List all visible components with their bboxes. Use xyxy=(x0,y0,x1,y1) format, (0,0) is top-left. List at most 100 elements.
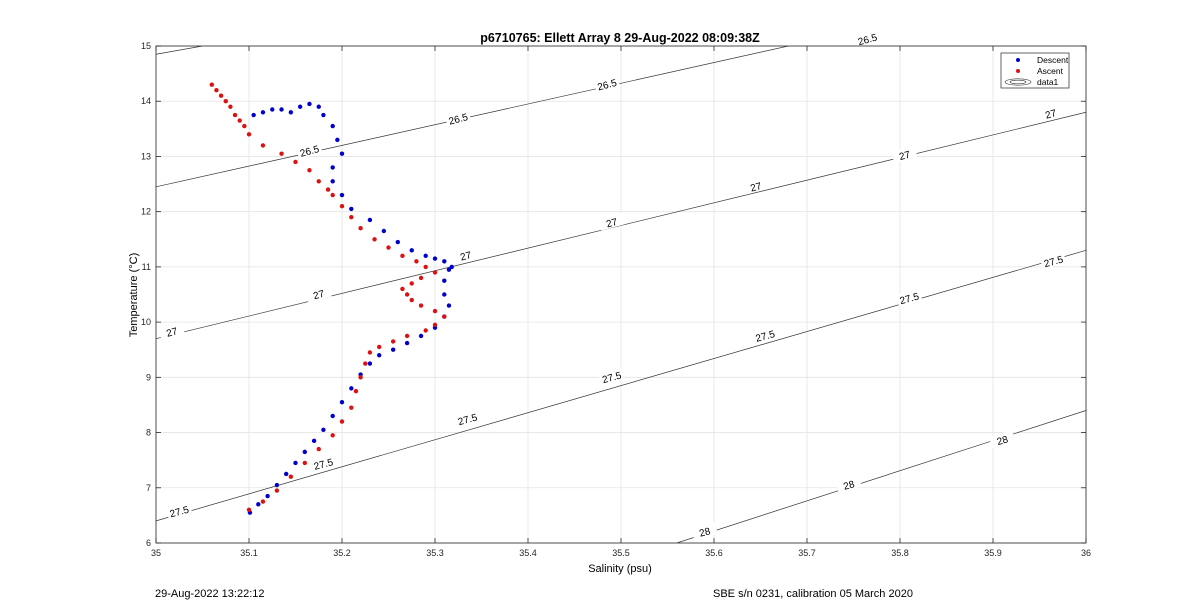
legend-descent-label: Descent xyxy=(1037,55,1069,65)
descent-point xyxy=(381,228,387,234)
contour-label-bg xyxy=(598,212,625,231)
descent-point xyxy=(390,347,396,352)
descent-point xyxy=(446,303,452,308)
descent-point xyxy=(311,438,317,444)
ascent-point xyxy=(386,245,391,250)
x-tick-label: 35.5 xyxy=(612,548,630,558)
contour-label-text: 28 xyxy=(842,479,856,493)
y-tick-label: 12 xyxy=(141,207,151,217)
footer-calibration: SBE s/n 0231, calibration 05 March 2020 xyxy=(713,588,913,600)
descent-point xyxy=(288,110,294,115)
descent-point xyxy=(404,340,410,346)
descent-point xyxy=(330,179,335,184)
legend-contour-icon-inner xyxy=(1009,79,1027,85)
ascent-point xyxy=(372,237,377,242)
density-contour-27-5 xyxy=(156,249,1086,522)
contour-label-text: 27.5 xyxy=(169,505,191,521)
descent-point xyxy=(367,361,373,366)
x-axis-ticks: 35 35.1 35.2 35.3 35.4 35.5 35.6 35.7 35.8 35.9 36 xyxy=(151,46,1091,558)
contour-label-text: 27 xyxy=(605,217,619,231)
ascent-point xyxy=(432,308,438,314)
y-tick-label: 15 xyxy=(141,41,151,51)
contour-label: 26.5 xyxy=(593,74,620,93)
contour-label-text: 27 xyxy=(898,149,912,163)
ascent-point xyxy=(218,93,224,98)
footer-timestamp: 29-Aug-2022 13:22:12 xyxy=(155,588,265,600)
ascent-point xyxy=(363,361,368,366)
descent-point xyxy=(302,449,307,455)
y-tick-label: 8 xyxy=(146,428,151,438)
descent-point xyxy=(367,217,373,223)
ascent-point xyxy=(302,460,307,466)
contour-label-text: 27 xyxy=(1044,108,1058,122)
ascent-point xyxy=(349,405,354,410)
contour-label-text: 26.5 xyxy=(299,144,321,160)
ascent-point xyxy=(423,264,428,270)
ascent-point xyxy=(358,226,363,231)
x-tick-label: 35.8 xyxy=(891,548,909,558)
contour-label: 27 xyxy=(598,212,625,231)
y-axis-label: Temperature (°C) xyxy=(128,253,140,337)
descent-point xyxy=(377,353,382,358)
descent-point xyxy=(330,165,335,170)
contour-label: 26.5 xyxy=(854,29,881,48)
ascent-point xyxy=(432,322,438,328)
descent-point xyxy=(251,112,256,118)
descent-point xyxy=(423,253,428,259)
contour-label-text: 27.5 xyxy=(1043,254,1065,270)
density-contour-28 xyxy=(676,410,1086,543)
ascent-point xyxy=(260,499,266,504)
ascent-point xyxy=(279,151,284,156)
contour-label: 26.5 xyxy=(296,141,323,160)
ascent-point xyxy=(400,253,405,259)
legend-data1-label: data1 xyxy=(1037,77,1059,87)
legend-ascent-marker xyxy=(1016,69,1020,73)
ascent-point xyxy=(325,187,331,192)
x-tick-label: 35.1 xyxy=(240,548,258,558)
x-tick-label: 35.2 xyxy=(333,548,351,558)
contour-label-text: 27.5 xyxy=(313,457,335,473)
ascent-point xyxy=(293,159,298,165)
contour-label-text: 27 xyxy=(459,250,473,264)
ascent-point xyxy=(414,259,419,264)
descent-point xyxy=(284,471,289,477)
contour-label-text: 27.5 xyxy=(755,329,777,345)
ascent-point xyxy=(260,143,266,148)
legend-box xyxy=(1000,52,1070,89)
contour-label-bg xyxy=(891,145,918,164)
descent-point xyxy=(442,278,447,283)
descent-point xyxy=(330,413,335,419)
chart-title: p6710765: Ellett Array 8 29-Aug-2022 08:… xyxy=(480,31,760,45)
descent-point xyxy=(321,427,326,432)
y-tick-label: 13 xyxy=(141,151,151,161)
x-tick-label: 35.4 xyxy=(519,548,537,558)
contour-label-text: 27.5 xyxy=(899,291,921,307)
ascent-point xyxy=(288,474,294,479)
ascent-point xyxy=(307,168,312,173)
ascent-point xyxy=(409,281,414,286)
contour-label: 27 xyxy=(1037,104,1064,122)
descent-point xyxy=(418,333,424,339)
y-axis-ticks: 6 7 8 9 10 11 12 13 14 15 xyxy=(141,41,1086,548)
contour-label-text: 26.5 xyxy=(857,32,879,48)
contour-label-bg xyxy=(742,176,769,195)
ascent-point xyxy=(390,339,396,344)
descent-point xyxy=(256,502,261,507)
ascent-point xyxy=(246,132,252,137)
descent-point xyxy=(349,386,354,391)
descent-point xyxy=(260,110,266,115)
contour-label-text: 27.5 xyxy=(601,370,623,386)
contour-label-text: 27 xyxy=(165,326,179,340)
descent-point xyxy=(330,123,335,129)
descent-point xyxy=(274,482,280,488)
descent-point xyxy=(339,192,345,198)
ascent-point xyxy=(358,375,363,380)
y-tick-label: 11 xyxy=(142,262,151,272)
descent-point xyxy=(279,107,284,112)
descent-point xyxy=(409,248,414,253)
ascent-point xyxy=(232,112,238,118)
contour-label-text: 26.5 xyxy=(448,112,470,128)
contour-label-text: 28 xyxy=(698,526,712,540)
contour-label-text: 27 xyxy=(312,289,326,303)
